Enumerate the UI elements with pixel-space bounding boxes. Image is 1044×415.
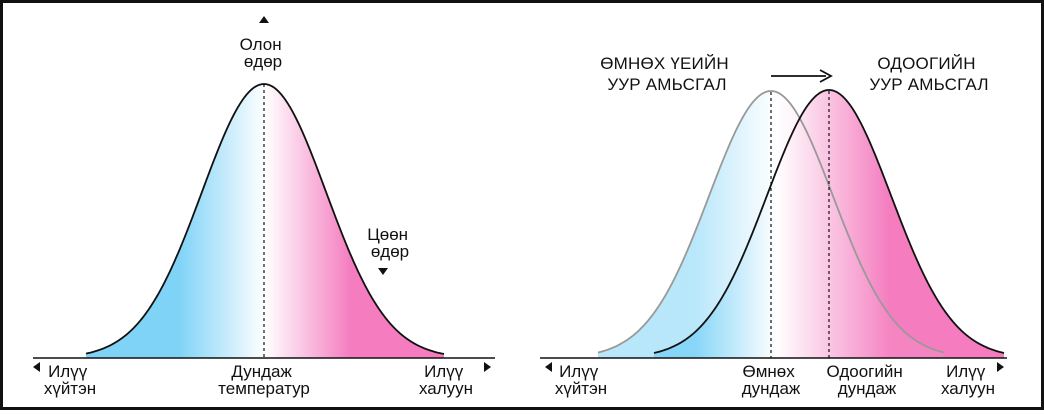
previous-climate-title-line2: УУР АМЬСГАЛ: [607, 75, 726, 94]
triangle-right-icon: [484, 362, 491, 372]
right-panel: ӨМНӨХ ҮЕИЙН УУР АМЬСГАЛ ОДООГИЙН УУР АМЬ…: [540, 54, 1007, 398]
left-axis-hot-line1: Илүү: [424, 362, 464, 381]
current-mean-label-line1: Одоогийн: [827, 362, 903, 381]
arrow-right-icon: [771, 69, 833, 83]
tail-label-line2: өдөр: [371, 242, 409, 261]
previous-mean-label-line2: дундаж: [742, 379, 801, 398]
left-axis-cold-line2: хүйтэн: [44, 379, 96, 398]
previous-mean-label-line1: Өмнөх: [743, 362, 796, 381]
svg-text:Өмнөх дундаж: Өмнөх дундаж: [742, 362, 801, 398]
previous-distribution-curve: [597, 90, 945, 354]
svg-text:Илүү халуун: Илүү халуун: [941, 362, 995, 398]
current-climate-title-line2: УУР АМЬСГАЛ: [869, 75, 988, 94]
triangle-left-icon: [545, 362, 552, 372]
right-axis-cold-line1: Илүү: [559, 362, 599, 381]
current-mean-label-line2: дундаж: [838, 379, 897, 398]
left-distribution-curve: [85, 83, 445, 355]
triangle-up-icon: [259, 16, 269, 23]
svg-text:Олон өдөр: Олон өдөр: [240, 35, 287, 71]
svg-text:Дундаж температур: Дундаж температур: [218, 362, 310, 398]
right-axis-cold-line2: хүйтэн: [555, 379, 607, 398]
tail-label-line1: Цөөн: [367, 225, 408, 244]
right-axis-hot-line2: халуун: [941, 379, 995, 398]
triangle-down-icon: [378, 268, 388, 275]
left-axis-hot-line2: халуун: [419, 379, 473, 398]
peak-label-line1: Олон: [240, 35, 282, 54]
current-climate-title-line1: ОДООГИЙН: [877, 54, 975, 73]
left-axis-mean-line2: температур: [218, 379, 310, 398]
svg-text:Илүү халуун: Илүү халуун: [419, 362, 473, 398]
svg-text:Цөөн өдөр: Цөөн өдөр: [367, 225, 413, 261]
left-distribution-fill: [86, 84, 444, 358]
current-distribution-curve: [653, 89, 1005, 354]
triangle-right-icon: [997, 362, 1004, 372]
previous-climate-title-line1: ӨМНӨХ ҮЕИЙН: [600, 54, 729, 73]
peak-label-line2: өдөр: [244, 52, 282, 71]
svg-text:Илүү хүйтэн: Илүү хүйтэн: [44, 362, 96, 398]
svg-text:ӨМНӨХ ҮЕИЙН УУР АМЬСГАЛ: ӨМНӨХ ҮЕИЙН УУР АМЬСГАЛ: [600, 54, 734, 94]
svg-text:ОДООГИЙН УУР АМЬСГАЛ: ОДООГИЙН УУР АМЬСГАЛ: [869, 54, 988, 94]
left-axis-cold-line1: Илүү: [48, 362, 88, 381]
svg-text:Одоогийн дундаж: Одоогийн дундаж: [827, 362, 908, 398]
svg-text:Илүү хүйтэн: Илүү хүйтэн: [555, 362, 607, 398]
left-axis-mean-line1: Дундаж: [231, 362, 292, 381]
triangle-left-icon: [33, 362, 40, 372]
right-axis-hot-line1: Илүү: [946, 362, 986, 381]
left-panel: Олон өдөр Цөөн өдөр Илүү хүйтэн Дундаж т…: [33, 16, 495, 398]
